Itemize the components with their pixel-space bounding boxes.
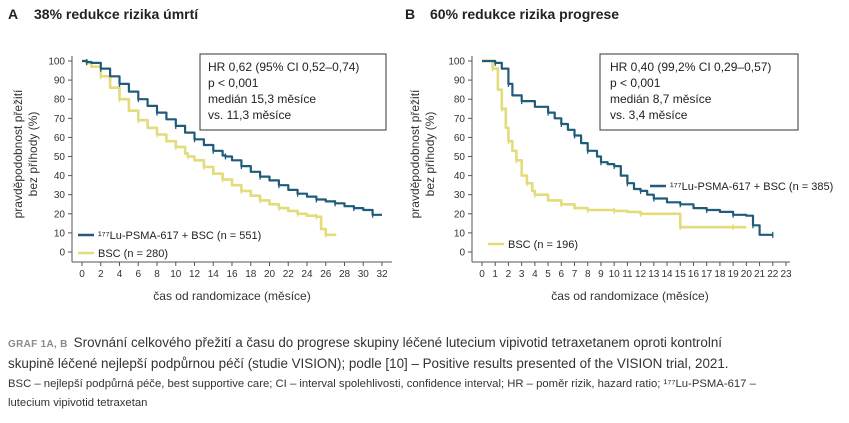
panel-b-xtick-label: 4 — [532, 269, 538, 280]
panel-b-ytick-label: 20 — [454, 209, 466, 220]
panel-b-ylabel-line1: pravděpodobnost přežití — [408, 89, 422, 218]
panel-a-letter: A — [8, 6, 18, 22]
panel-b-xtick-label: 11 — [622, 269, 633, 280]
panel-a-xtick-label: 16 — [226, 269, 238, 280]
panel-a-xtick-label: 0 — [79, 269, 85, 280]
panel-b-ytick-label: 80 — [454, 95, 466, 106]
panel-a-ytick-label: 40 — [54, 171, 66, 182]
panel-b-info-box — [599, 53, 799, 131]
panel-a-ytick-label: 30 — [54, 190, 66, 201]
panel-b-xtick-label: 13 — [648, 269, 660, 280]
panel-b-ylabel-line2: bez příhody (%) — [423, 112, 437, 197]
panel-b-info-p: p < 0,001 — [610, 76, 661, 90]
panel-b-xtick-label: 15 — [675, 269, 687, 280]
panel-b-xtick-label: 5 — [545, 269, 551, 280]
panel-b-xtick-label: 16 — [688, 269, 700, 280]
panel-a-ytick-label: 100 — [48, 57, 65, 68]
panel-b-info-median: medián 8,7 měsíce — [610, 92, 712, 106]
figure-caption: GRAF 1A, B Srovnání celkového přežití a č… — [8, 333, 846, 411]
panel-b-xtick-label: 19 — [728, 269, 740, 280]
panel-b-xtick-label: 1 — [492, 269, 498, 280]
panel-b-xtick-label: 17 — [701, 269, 713, 280]
panel-a-xtick-label: 22 — [283, 269, 295, 280]
panel-b-ytick-label: 40 — [454, 171, 466, 182]
panel-a-xtick-label: 18 — [245, 269, 257, 280]
panel-a-ytick-label: 60 — [54, 133, 66, 144]
panel-b-ytick-label: 30 — [454, 190, 466, 201]
abbreviations-line-2: lutecium vipivotid tetraxetan — [8, 397, 148, 409]
caption-tag: GRAF 1A, B — [8, 339, 68, 350]
panel-a-xtick-label: 2 — [98, 269, 104, 280]
panel-b-info-hr: HR 0,40 (99,2% CI 0,29–0,57) — [610, 60, 771, 74]
panel-b-xtick-label: 3 — [519, 269, 525, 280]
panel-b-xtick-label: 14 — [661, 269, 673, 280]
panel-b-ytick-label: 50 — [454, 152, 466, 163]
panel-b-ytick-label: 10 — [454, 228, 466, 239]
panel-b-ytick-label: 60 — [454, 133, 466, 144]
panel-b-letter: B — [405, 6, 415, 22]
panel-a-ytick-label: 80 — [54, 95, 66, 106]
panel-a-ytick-label: 10 — [54, 228, 66, 239]
panel-b-xtick-label: 20 — [741, 269, 753, 280]
panel-a-info-hr: HR 0,62 (95% CI 0,52–0,74) — [208, 60, 359, 74]
panel-a-xtick-label: 10 — [170, 269, 182, 280]
panel-b-xtick-label: 22 — [767, 269, 779, 280]
panel-a-ytick-label: 20 — [54, 209, 66, 220]
panel-b-xtick-label: 18 — [714, 269, 726, 280]
panel-a-xtick-label: 24 — [301, 269, 313, 280]
panel-a-xtick-label: 28 — [339, 269, 351, 280]
panel-b-xtick-label: 23 — [780, 269, 792, 280]
panel-b-xtick-label: 10 — [609, 269, 621, 280]
panel-a-xlabel: čas od randomizace (měsíce) — [153, 289, 310, 303]
panel-a-ylabel-line1: pravděpodobnost přežití — [11, 89, 25, 218]
panel-a-xtick-label: 30 — [358, 269, 370, 280]
panel-a-info-box — [199, 53, 387, 131]
panel-a-xtick-label: 8 — [154, 269, 160, 280]
panel-b-lu-psma-curve — [482, 59, 773, 236]
panel-b-legend-bsc: BSC (n = 196) — [508, 239, 578, 251]
panel-a-ytick-label: 70 — [54, 114, 66, 125]
panel-b-xlabel: čas od randomizace (měsíce) — [551, 289, 708, 303]
caption-text-line-1: Srovnání celkového přežití a času do pro… — [73, 335, 722, 350]
panel-b-xtick-label: 8 — [585, 269, 591, 280]
panel-b-xtick-label: 2 — [506, 269, 512, 280]
caption-line-1: GRAF 1A, B Srovnání celkového přežití a č… — [8, 333, 846, 354]
panel-a-legend-lu: ¹⁷⁷Lu-PSMA-617 + BSC (n = 551) — [98, 230, 261, 242]
panel-a-info-vs: vs. 11,3 měsíce — [208, 108, 291, 122]
panel-a-info-median: medián 15,3 měsíce — [208, 92, 316, 106]
panel-a-xtick-label: 20 — [264, 269, 276, 280]
abbreviations-line-1: BSC – nejlepší podpůrná péče, best suppo… — [8, 378, 756, 390]
panel-a-xtick-label: 4 — [117, 269, 123, 280]
panel-a-xtick-label: 12 — [189, 269, 201, 280]
panel-b-xtick-label: 9 — [598, 269, 604, 280]
panel-a-xtick-label: 26 — [320, 269, 332, 280]
panel-a-info-p: p < 0,001 — [208, 76, 259, 90]
panel-a-ytick-label: 50 — [54, 152, 66, 163]
panel-a-ytick-label: 0 — [59, 248, 65, 259]
panel-b-ytick-label: 90 — [454, 76, 466, 87]
panel-b-xtick-label: 21 — [754, 269, 766, 280]
panel-a-legend-bsc: BSC (n = 280) — [98, 248, 168, 260]
panel-b-xtick-label: 6 — [559, 269, 565, 280]
caption-text-line-2: skupině léčené nejlepší podpůrnou péčí (… — [8, 356, 729, 371]
panel-a-xtick-label: 6 — [135, 269, 141, 280]
panel-b-xtick-label: 7 — [572, 269, 578, 280]
panel-b-info-vs: vs. 3,4 měsíce — [610, 108, 688, 122]
panel-b-title: 60% redukce rizika progrese — [430, 6, 619, 22]
panel-b-ytick-label: 100 — [448, 57, 465, 68]
panel-a-xtick-label: 14 — [208, 269, 220, 280]
panel-b-ytick-label: 70 — [454, 114, 466, 125]
panel-b-ytick-label: 0 — [459, 248, 465, 259]
panel-b-xtick-label: 12 — [635, 269, 647, 280]
panel-a: A 38% redukce rizika úmrtí pravděpodobno… — [8, 6, 392, 303]
panel-a-ylabel-line2: bez příhody (%) — [26, 112, 40, 197]
panel-b-xtick-label: 0 — [479, 269, 485, 280]
panel-a-xtick-label: 32 — [376, 269, 388, 280]
panel-b-legend-lu: ¹⁷⁷Lu-PSMA-617 + BSC (n = 385) — [670, 181, 833, 193]
panel-a-title: 38% redukce rizika úmrtí — [34, 6, 199, 22]
panel-a-ytick-label: 90 — [54, 76, 66, 87]
panel-b: B 60% redukce rizika progrese pravděpodo… — [405, 6, 833, 303]
